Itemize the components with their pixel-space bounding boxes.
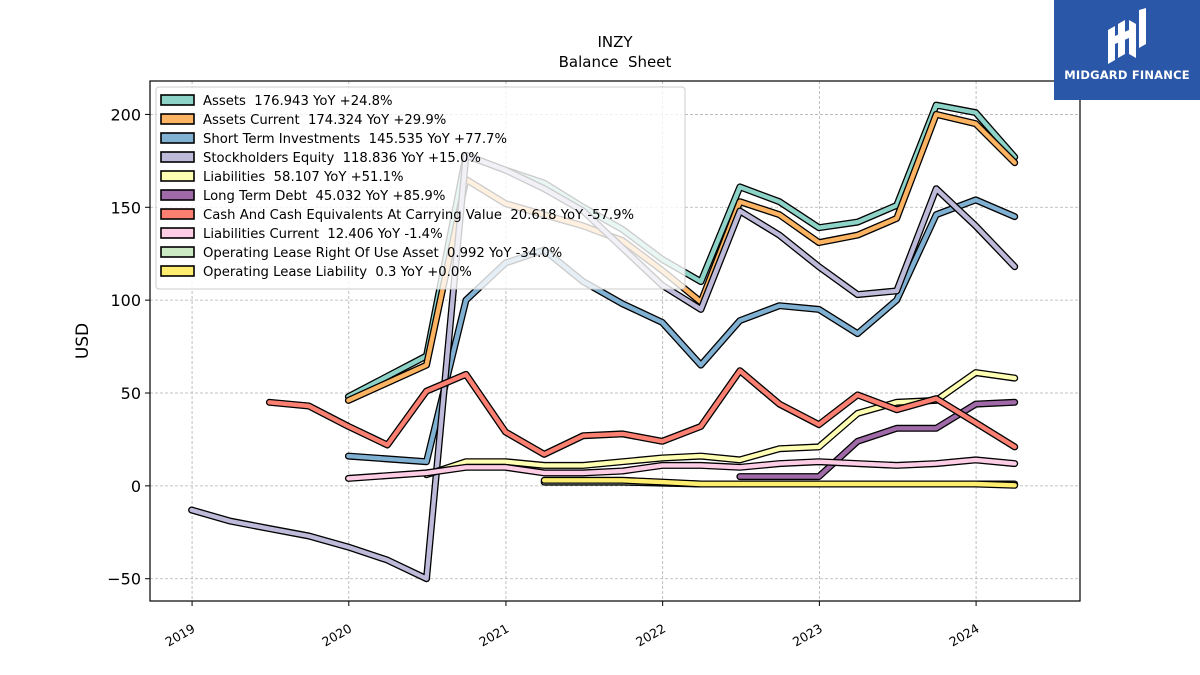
legend-item: Liabilities Current 12.406 YoY -1.4%: [160, 227, 443, 242]
series-6: [736, 398, 1019, 481]
series-10: [540, 476, 1019, 489]
x-tick-label: 2020: [319, 621, 354, 650]
series-5: [423, 369, 1019, 479]
series-8: [344, 456, 1019, 482]
legend-label: Assets Current 174.324 YoY +29.9%: [203, 113, 446, 128]
legend-swatch: [160, 151, 195, 163]
series-7: [265, 367, 1019, 458]
series-line: [267, 368, 1017, 457]
legend-item: Assets Current 174.324 YoY +29.9%: [160, 113, 446, 128]
x-tick-label: 2024: [947, 621, 982, 650]
x-tick-label: 2023: [790, 621, 825, 650]
series-line: [542, 478, 1017, 488]
y-tick-label: 150: [110, 198, 141, 217]
logo-mark-icon: [1108, 8, 1146, 64]
plot-frame: [149, 80, 1081, 602]
legend-item: Cash And Cash Equivalents At Carrying Va…: [160, 208, 634, 223]
logo-text: MIDGARD FINANCE: [1064, 68, 1190, 82]
midgard-finance-logo: MIDGARD FINANCE: [1054, 0, 1200, 100]
legend-swatch: [160, 265, 195, 277]
series-line: [737, 400, 1017, 479]
legend-label: Liabilities Current 12.406 YoY -1.4%: [203, 227, 443, 242]
legend-swatch: [160, 132, 195, 144]
legend-label: Long Term Debt 45.032 YoY +85.9%: [203, 189, 445, 204]
x-tick-label: 2021: [476, 621, 511, 650]
y-tick-label: 0: [131, 477, 141, 496]
series-line: [346, 457, 1017, 481]
legend-item: Assets 176.943 YoY +24.8%: [160, 94, 393, 109]
legend-label: Stockholders Equity 118.836 YoY +15.0%: [203, 151, 481, 166]
legend: Assets 176.943 YoY +24.8% Assets Current …: [155, 86, 686, 290]
legend-item: Operating Lease Right Of Use Asset 0.992…: [160, 246, 562, 261]
legend-label: Liabilities 58.107 YoY +51.1%: [203, 170, 404, 185]
legend-item: Long Term Debt 45.032 YoY +85.9%: [160, 189, 445, 204]
legend-label: Operating Lease Right Of Use Asset 0.992…: [203, 246, 562, 261]
chart-title: INZY: [597, 33, 633, 51]
legend-swatch: [160, 113, 195, 125]
legend-swatch: [160, 170, 195, 182]
legend-swatch: [160, 227, 195, 239]
legend-item: Short Term Investments 145.535 YoY +77.7…: [160, 132, 507, 147]
y-tick-label: 50: [121, 384, 141, 403]
legend-item: Stockholders Equity 118.836 YoY +15.0%: [160, 151, 481, 166]
y-tick-label: −50: [107, 570, 141, 589]
legend-label: Assets 176.943 YoY +24.8%: [203, 94, 393, 109]
legend-box: [155, 86, 686, 290]
axes: −50 0 50 100 150 200 2019 2020 2021 2022 2023 2024: [107, 105, 981, 649]
legend-label: Cash And Cash Equivalents At Carrying Va…: [203, 208, 634, 223]
legend-swatch: [160, 94, 195, 106]
x-tick-label: 2022: [633, 621, 668, 650]
legend-swatch: [160, 208, 195, 220]
x-tick-label: 2019: [163, 621, 198, 650]
legend-item: Liabilities 58.107 YoY +51.1%: [160, 170, 404, 185]
chart-subtitle: Balance Sheet: [559, 53, 672, 71]
legend-label: Operating Lease Liability 0.3 YoY +0.0%: [203, 265, 472, 280]
legend-label: Short Term Investments 145.535 YoY +77.7…: [203, 132, 507, 147]
y-tick-label: 100: [110, 291, 141, 310]
y-tick-label: 200: [110, 105, 141, 124]
legend-swatch: [160, 246, 195, 258]
legend-item: Operating Lease Liability 0.3 YoY +0.0%: [160, 265, 472, 280]
legend-swatch: [160, 189, 195, 201]
y-axis-label: USD: [73, 323, 93, 359]
